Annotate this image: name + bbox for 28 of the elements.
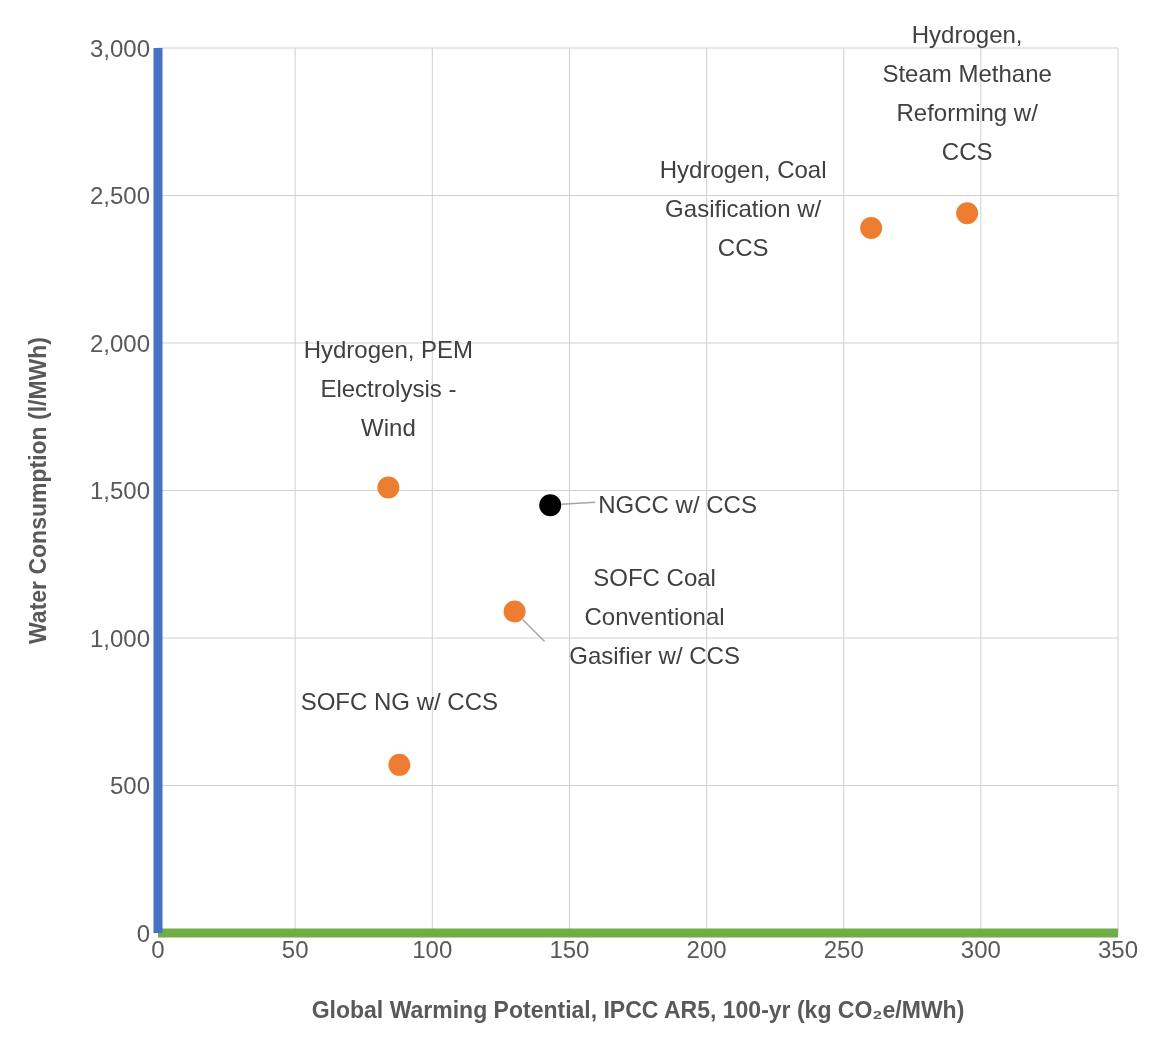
point (956, 202, 979, 225)
x-tick-label: 250 (823, 936, 864, 964)
annotation: Hydrogen, PEM Electrolysis - Wind (303, 335, 474, 441)
y-axis-title: Water Consumption (l/MWh) (25, 336, 52, 645)
x-axis-title: Global Warming Potential, IPCC AR5, 100-yr (kg CO₂e/MWh) (311, 997, 965, 1023)
y-tick-label: 2,000 (89, 329, 150, 357)
x-tick-label: 50 (281, 936, 309, 964)
y-tick-label: 500 (109, 772, 150, 800)
y-tick-label: 3,000 (89, 34, 150, 62)
x-tick-label: 300 (960, 936, 1001, 964)
x-tick-label: 200 (686, 936, 727, 964)
y-tick-label: 0 (136, 919, 150, 947)
annotation: NGCC w/ CCS (598, 491, 757, 519)
point (388, 753, 411, 776)
annotation: Hydrogen, Coal Gasification w/ CCS (659, 155, 827, 261)
point (539, 494, 562, 517)
point (503, 600, 526, 623)
y-tick-label: 1,000 (89, 624, 150, 652)
point (860, 216, 883, 239)
x-tick-label: 100 (412, 936, 453, 964)
y-tick-label: 2,500 (89, 182, 150, 210)
annotation: Hydrogen, Steam Methane Reforming w/ CCS (882, 21, 1052, 166)
x-tick-label: 350 (1097, 936, 1139, 964)
y-tick-label: 1,500 (89, 477, 150, 505)
point (377, 476, 400, 499)
annotation: SOFC Coal Conventional Gasifier w/ CCS (569, 564, 740, 670)
annotation: SOFC NG w/ CCS (300, 687, 499, 715)
x-tick-label: 150 (549, 936, 590, 964)
